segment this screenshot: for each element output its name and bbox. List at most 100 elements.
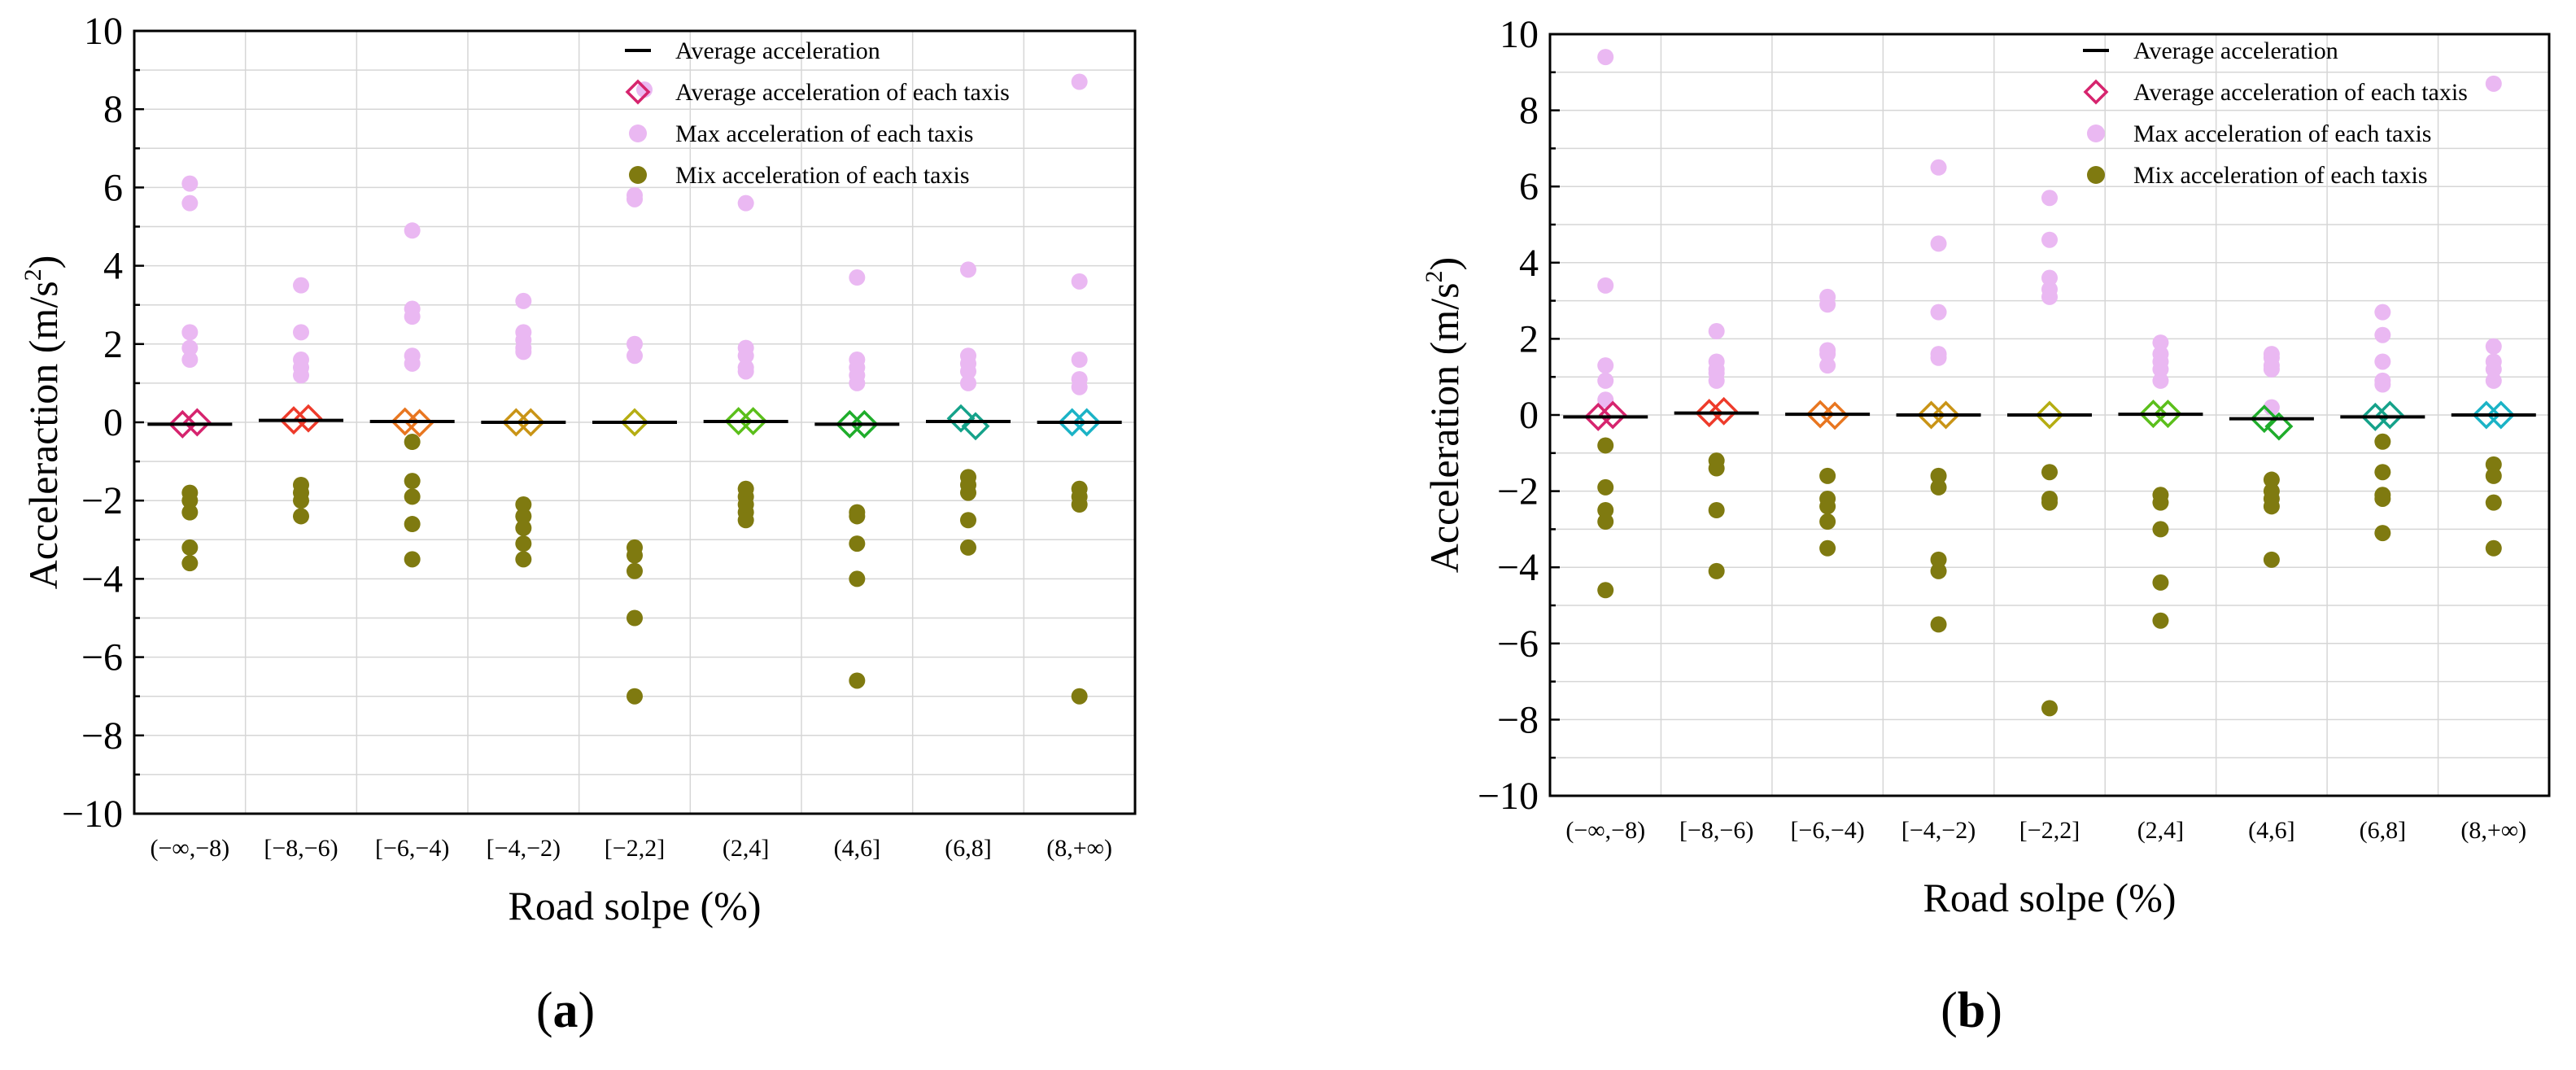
- min-point: [849, 535, 866, 552]
- min-point: [181, 504, 199, 521]
- max-point: [293, 367, 309, 384]
- min-point: [1930, 478, 1947, 496]
- max-point: [627, 190, 643, 207]
- min-point: [1071, 688, 1088, 705]
- max-point: [2152, 334, 2169, 352]
- min-point: [2152, 521, 2169, 538]
- min-point: [1597, 502, 1614, 518]
- min-point: [515, 535, 532, 552]
- avg-each-diamond: [2375, 400, 2404, 430]
- x-tick-label: [−4,−2): [1901, 817, 1976, 844]
- y-tick-label: −10: [62, 793, 123, 836]
- max-point: [181, 194, 199, 212]
- max-point: [737, 363, 754, 380]
- max-point: [737, 347, 754, 365]
- x-tick-label: (4,6]: [2248, 817, 2294, 844]
- x-tick-label: (2,4]: [2137, 817, 2184, 844]
- max-point: [1930, 235, 1947, 252]
- y-axis-label-b: Acceleration (m/s2): [1421, 257, 1467, 573]
- min-point: [404, 488, 421, 505]
- legend-diamond-swatch: [2083, 79, 2109, 105]
- min-point: [293, 492, 309, 509]
- avg-each-diamond: [1932, 400, 1961, 430]
- min-point: [181, 539, 199, 556]
- min-point: [960, 484, 976, 501]
- max-point: [2041, 269, 2058, 286]
- min-point: [1930, 551, 1947, 568]
- y-tick-label: −2: [81, 479, 123, 522]
- max-point: [2374, 304, 2391, 321]
- y-tick-label: −4: [1497, 546, 1539, 589]
- max-point: [515, 343, 532, 360]
- min-point: [960, 539, 976, 556]
- avg-each-diamond: [516, 408, 545, 437]
- x-tick-label: (−∞,−8): [150, 835, 229, 862]
- y-tick-label: 10: [84, 10, 123, 53]
- min-point: [737, 512, 754, 529]
- min-point: [2374, 525, 2391, 542]
- max-point: [2374, 353, 2391, 370]
- min-point: [2152, 494, 2169, 511]
- y-axis-a: 10 8 6 4 2 0 −2 −4 −6 −8 −10 (−∞,−8) [−8,−6) [−6,−4) […: [62, 10, 1112, 862]
- legend-min-swatch: [2087, 166, 2105, 184]
- max-point: [2152, 372, 2169, 389]
- max-point: [2485, 360, 2502, 378]
- x-axis-label-b: Road solpe (%): [1923, 875, 2176, 920]
- avg-each-diamond: [168, 409, 197, 439]
- max-point: [1819, 357, 1836, 374]
- min-point: [404, 516, 421, 533]
- min-point: [1819, 513, 1836, 531]
- legend-label: Mix acceleration of each taxis: [2133, 162, 2428, 189]
- y-tick-label: −2: [1497, 470, 1539, 513]
- min-point: [2374, 433, 2391, 450]
- max-point: [181, 175, 199, 192]
- max-point: [1597, 49, 1614, 66]
- max-point: [293, 277, 309, 294]
- x-tick-label: [−2,2]: [605, 835, 665, 862]
- max-point: [1597, 277, 1614, 294]
- max-point: [627, 347, 643, 365]
- min-point: [1930, 562, 1947, 579]
- y-tick-label: 8: [103, 88, 123, 131]
- min-point: [2263, 471, 2280, 488]
- max-point: [1819, 296, 1836, 313]
- min-point: [1597, 582, 1614, 599]
- max-point: [849, 269, 866, 286]
- min-point: [2485, 467, 2502, 484]
- min-point: [515, 496, 532, 513]
- min-point: [2152, 574, 2169, 591]
- min-point: [1819, 539, 1836, 557]
- min-point: [2041, 494, 2058, 511]
- max-point: [293, 324, 309, 341]
- max-point: [2485, 75, 2502, 92]
- max-point: [1930, 304, 1947, 321]
- x-tick-label: [−2,2]: [2019, 817, 2080, 844]
- y-tick-label: −8: [81, 714, 123, 758]
- avg-each-diamond: [946, 404, 976, 433]
- max-point: [1930, 159, 1947, 176]
- x-tick-label: (−∞,−8): [1565, 817, 1645, 844]
- max-point: [1071, 73, 1088, 90]
- max-point: [181, 352, 199, 369]
- min-point: [2041, 700, 2058, 717]
- max-point: [1597, 391, 1614, 408]
- avg-each-diamond: [182, 408, 212, 437]
- min-point: [1930, 616, 1947, 633]
- min-point: [181, 555, 199, 572]
- max-point: [2374, 326, 2391, 343]
- x-tick-label: [−8,−6): [264, 835, 338, 862]
- legend-b: Average acceleration Average acceleration…: [2083, 37, 2468, 189]
- max-point: [1597, 372, 1614, 389]
- avg-each-diamond: [1598, 400, 1627, 430]
- max-point: [1597, 357, 1614, 374]
- max-point: [181, 324, 199, 341]
- min-point: [627, 562, 643, 579]
- min-point: [627, 547, 643, 564]
- min-point: [849, 672, 866, 689]
- min-point: [849, 508, 866, 525]
- max-point: [1819, 346, 1836, 363]
- max-point: [960, 374, 976, 391]
- y-tick-label: −6: [1497, 622, 1539, 666]
- avg-each-diamond: [2264, 412, 2294, 441]
